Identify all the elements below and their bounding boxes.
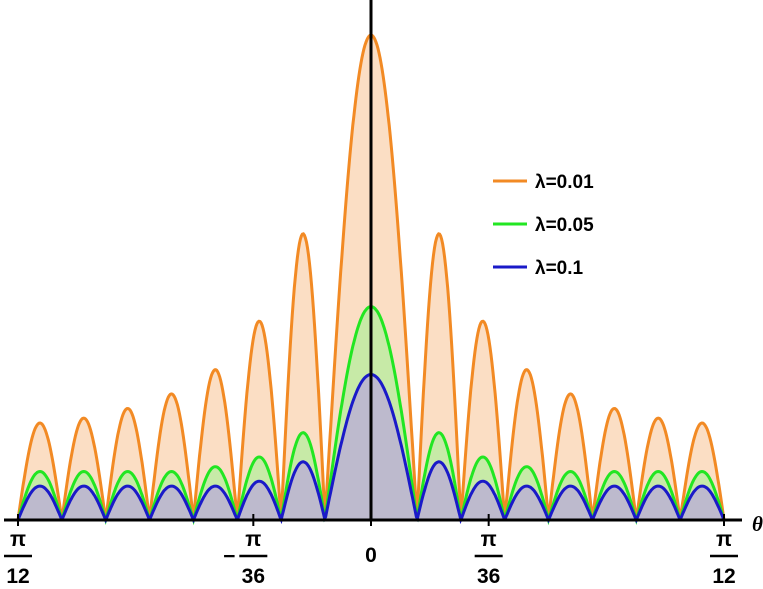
legend: λ=0.01 λ=0.05 λ=0.1 [493,172,594,279]
x-tick-1: π 36− [223,514,268,588]
legend-label: λ=0.01 [535,172,594,193]
x-tick-label: 0 [365,544,377,567]
x-tick-0: π12− [4,514,32,588]
x-tick-4: π 12 [710,514,738,588]
legend-label: λ=0.05 [535,215,594,236]
legend-label: λ=0.1 [535,258,584,279]
x-tick-denominator: 36 [242,565,265,588]
x-tick-numerator: π [10,528,26,551]
x-tick-2: 0 [365,514,377,567]
x-tick-numerator: π [481,528,497,551]
x-tick-3: π 36 [474,514,503,588]
x-tick-numerator: π [245,528,261,551]
x-tick-denominator: 36 [477,565,500,588]
x-axis-label: θ [752,512,763,536]
x-tick-denominator: 12 [712,565,735,588]
x-tick-denominator: 12 [6,565,29,588]
x-tick-sign: − [223,545,235,568]
x-tick-numerator: π [716,528,732,551]
